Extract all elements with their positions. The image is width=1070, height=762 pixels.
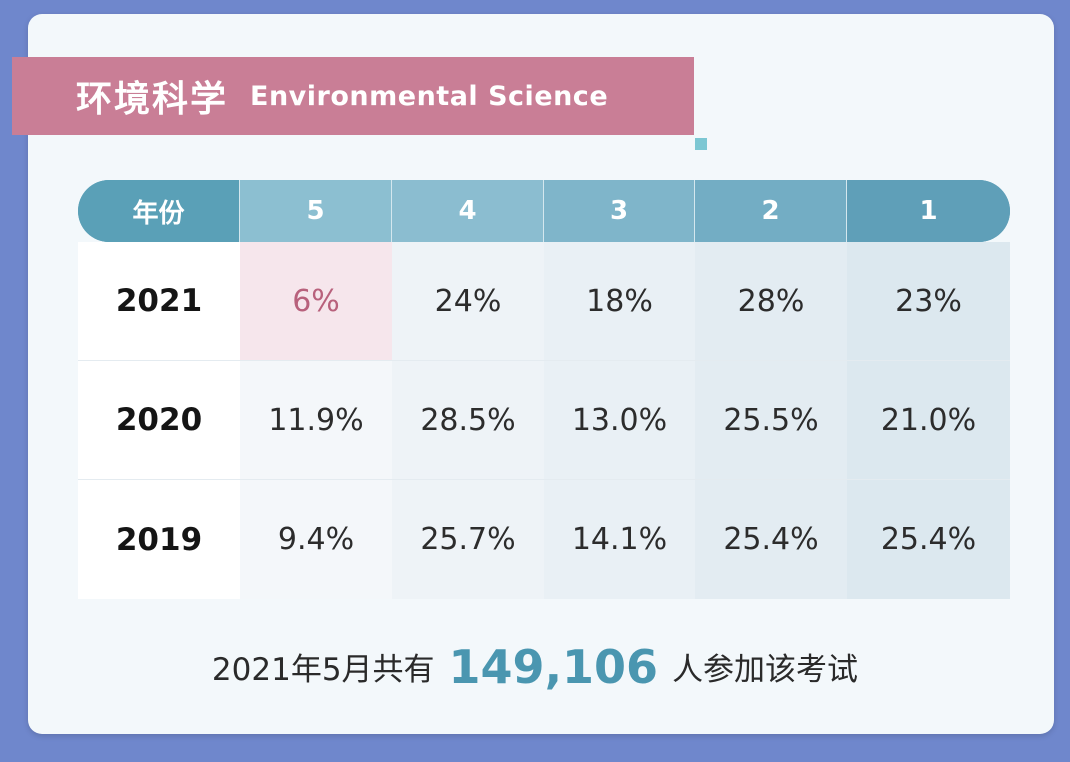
cell-score-3: 13.0% bbox=[544, 361, 695, 479]
title-english: Environmental Science bbox=[250, 80, 609, 112]
participants-summary: 2021年5月共有 149,106 人参加该考试 bbox=[0, 640, 1070, 694]
footer-suffix: 人参加该考试 bbox=[672, 652, 859, 688]
participant-count: 149,106 bbox=[448, 640, 659, 694]
header-score-2: 2 bbox=[695, 180, 847, 242]
header-score-3: 3 bbox=[544, 180, 695, 242]
footer-prefix: 2021年5月共有 bbox=[211, 652, 435, 688]
table-body: 2021 6% 24% 18% 28% 23% 2020 11.9% 28.5% 13.0% 25.… bbox=[78, 242, 1010, 599]
decorative-square bbox=[695, 138, 707, 150]
cell-score-1: 21.0% bbox=[847, 361, 1010, 479]
table-row: 2019 9.4% 25.7% 14.1% 25.4% 25.4% bbox=[78, 480, 1010, 599]
title-chinese: 环境科学 bbox=[76, 79, 229, 120]
table-header: 年份 5 4 3 2 1 bbox=[78, 180, 1010, 242]
cell-score-5: 6% bbox=[240, 242, 392, 360]
score-distribution-table: 年份 5 4 3 2 1 2021 6% 24% 18% 28% 23% 2020 11.9% 28.5%… bbox=[78, 180, 1010, 600]
cell-score-1: 25.4% bbox=[847, 480, 1010, 599]
cell-score-4: 25.7% bbox=[392, 480, 544, 599]
header-score-5: 5 bbox=[240, 180, 392, 242]
cell-score-5: 9.4% bbox=[240, 480, 392, 599]
row-year: 2020 bbox=[78, 361, 240, 479]
cell-score-2: 25.5% bbox=[695, 361, 847, 479]
cell-score-3: 18% bbox=[544, 242, 695, 360]
cell-score-2: 25.4% bbox=[695, 480, 847, 599]
cell-score-4: 28.5% bbox=[392, 361, 544, 479]
cell-score-2: 28% bbox=[695, 242, 847, 360]
header-year: 年份 bbox=[78, 180, 240, 242]
title-banner: 环境科学 Environmental Science bbox=[12, 57, 694, 135]
cell-score-1: 23% bbox=[847, 242, 1010, 360]
row-year: 2019 bbox=[78, 480, 240, 599]
cell-score-3: 14.1% bbox=[544, 480, 695, 599]
header-score-1: 1 bbox=[847, 180, 1010, 242]
table-row: 2021 6% 24% 18% 28% 23% bbox=[78, 242, 1010, 361]
table-row: 2020 11.9% 28.5% 13.0% 25.5% 21.0% bbox=[78, 361, 1010, 480]
header-score-4: 4 bbox=[392, 180, 544, 242]
cell-score-5: 11.9% bbox=[240, 361, 392, 479]
row-year: 2021 bbox=[78, 242, 240, 360]
cell-score-4: 24% bbox=[392, 242, 544, 360]
